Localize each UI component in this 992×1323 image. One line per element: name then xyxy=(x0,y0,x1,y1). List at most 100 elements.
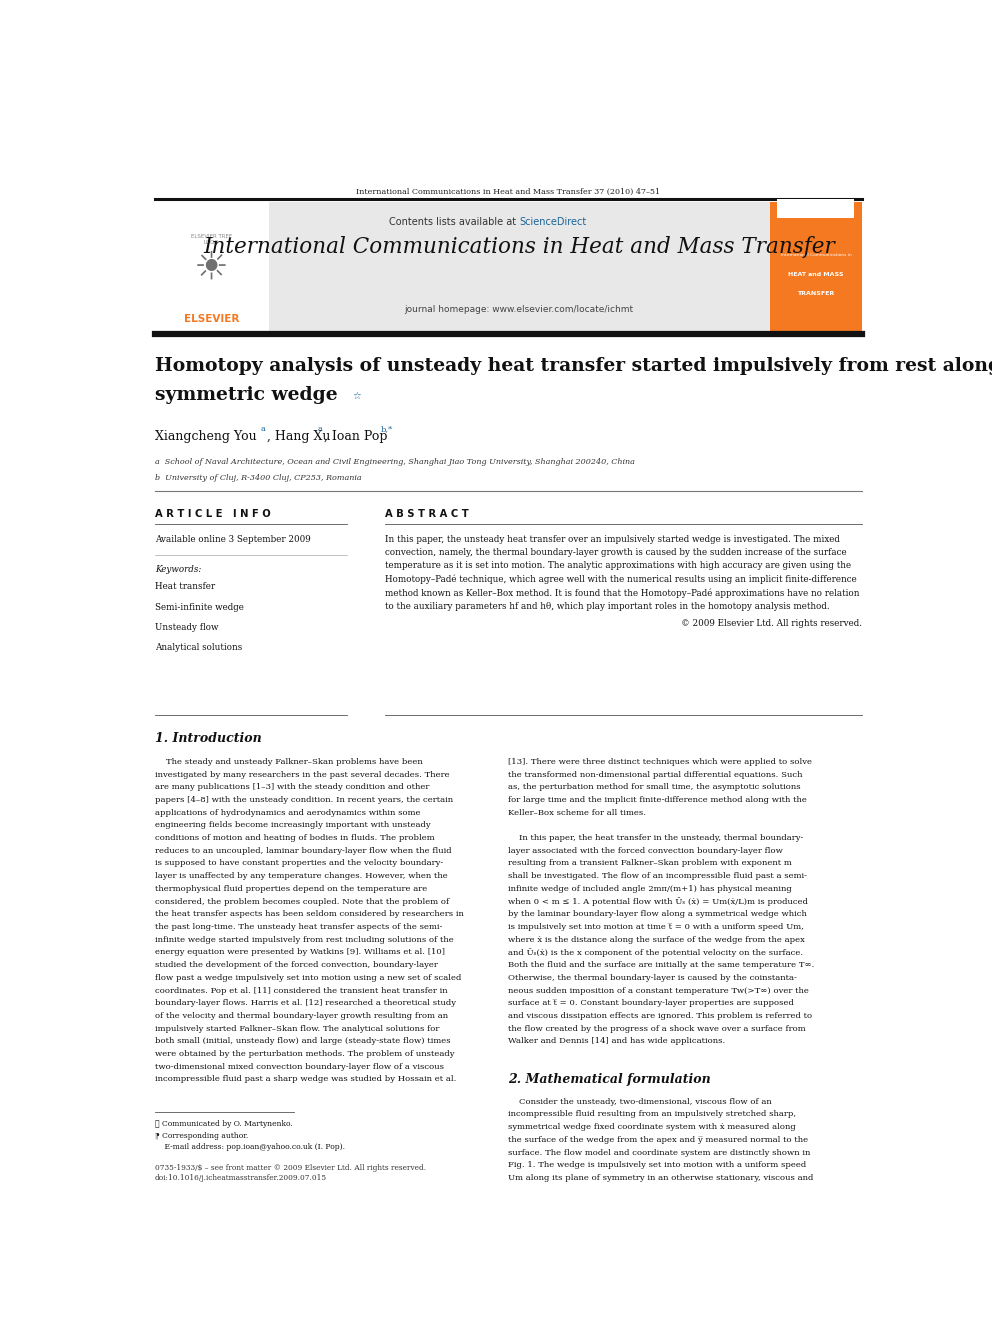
Text: Consider the unsteady, two-dimensional, viscous flow of an: Consider the unsteady, two-dimensional, … xyxy=(509,1098,772,1106)
Text: The steady and unsteady Falkner–Skan problems have been: The steady and unsteady Falkner–Skan pro… xyxy=(155,758,423,766)
Text: Homotopy–Padé technique, which agree well with the numerical results using an im: Homotopy–Padé technique, which agree wel… xyxy=(386,576,857,585)
Text: Xiangcheng You: Xiangcheng You xyxy=(155,430,256,443)
Text: A B S T R A C T: A B S T R A C T xyxy=(386,509,469,519)
Text: applications of hydrodynamics and aerodynamics within some: applications of hydrodynamics and aerody… xyxy=(155,808,421,816)
Text: Contents lists available at: Contents lists available at xyxy=(389,217,519,226)
Text: E-mail address: pop.ioan@yahoo.co.uk (I. Pop).: E-mail address: pop.ioan@yahoo.co.uk (I.… xyxy=(155,1143,345,1151)
Text: and Ūₛ(ẋ) is the x component of the potential velocity on the surface.: and Ūₛ(ẋ) is the x component of the pote… xyxy=(509,949,804,957)
Text: and viscous dissipation effects are ignored. This problem is referred to: and viscous dissipation effects are igno… xyxy=(509,1012,812,1020)
Text: are many publications [1–3] with the steady condition and other: are many publications [1–3] with the ste… xyxy=(155,783,430,791)
Text: when 0 < m ≤ 1. A potential flow with Ūₛ (ẋ) = Um(ẋ/L)m is produced: when 0 < m ≤ 1. A potential flow with Ūₛ… xyxy=(509,897,808,906)
Text: to the auxiliary parameters hf and hθ, which play important roles in the homotop: to the auxiliary parameters hf and hθ, w… xyxy=(386,602,830,611)
Text: temperature as it is set into motion. The analytic approximations with high accu: temperature as it is set into motion. Th… xyxy=(386,561,851,570)
Text: is impulsively set into motion at time t̅ = 0 with a uniform speed Um,: is impulsively set into motion at time t… xyxy=(509,923,805,931)
Text: by the laminar boundary-layer flow along a symmetrical wedge which: by the laminar boundary-layer flow along… xyxy=(509,910,807,918)
Text: 1. Introduction: 1. Introduction xyxy=(155,733,262,745)
Text: , Hang Xu: , Hang Xu xyxy=(267,430,330,443)
Text: as, the perturbation method for small time, the asymptotic solutions: as, the perturbation method for small ti… xyxy=(509,783,801,791)
Text: for large time and the implicit finite-difference method along with the: for large time and the implicit finite-d… xyxy=(509,796,807,804)
Text: neous sudden imposition of a constant temperature Tw(>T∞) over the: neous sudden imposition of a constant te… xyxy=(509,987,809,995)
Text: considered, the problem becomes coupled. Note that the problem of: considered, the problem becomes coupled.… xyxy=(155,897,448,905)
Text: two-dimensional mixed convection boundary-layer flow of a viscous: two-dimensional mixed convection boundar… xyxy=(155,1062,443,1070)
Text: method known as Keller–Box method. It is found that the Homotopy–Padé approximat: method known as Keller–Box method. It is… xyxy=(386,589,860,598)
Text: ScienceDirect: ScienceDirect xyxy=(519,217,586,226)
Text: 2. Mathematical formulation: 2. Mathematical formulation xyxy=(509,1073,711,1086)
Text: incompressible fluid past a sharp wedge was studied by Hossain et al.: incompressible fluid past a sharp wedge … xyxy=(155,1076,456,1084)
Text: a  School of Naval Architecture, Ocean and Civil Engineering, Shanghai Jiao Tong: a School of Naval Architecture, Ocean an… xyxy=(155,458,635,466)
Text: A R T I C L E   I N F O: A R T I C L E I N F O xyxy=(155,509,271,519)
Text: surface at t̅ = 0. Constant boundary-layer properties are supposed: surface at t̅ = 0. Constant boundary-lay… xyxy=(509,999,795,1007)
FancyBboxPatch shape xyxy=(778,198,854,218)
Text: thermophysical fluid properties depend on the temperature are: thermophysical fluid properties depend o… xyxy=(155,885,427,893)
Text: the heat transfer aspects has been seldom considered by researchers in: the heat transfer aspects has been seldo… xyxy=(155,910,463,918)
Text: impulsively started Falkner–Skan flow. The analytical solutions for: impulsively started Falkner–Skan flow. T… xyxy=(155,1024,439,1033)
Text: surface. The flow model and coordinate system are distinctly shown in: surface. The flow model and coordinate s… xyxy=(509,1148,810,1156)
Text: Homotopy analysis of unsteady heat transfer started impulsively from rest along : Homotopy analysis of unsteady heat trans… xyxy=(155,357,992,376)
Text: studied the development of the forced convection, boundary-layer: studied the development of the forced co… xyxy=(155,960,437,970)
Text: Semi-infinite wedge: Semi-infinite wedge xyxy=(155,603,244,611)
Text: ★ Communicated by O. Martynenko.: ★ Communicated by O. Martynenko. xyxy=(155,1119,293,1127)
Text: both small (initial, unsteady flow) and large (steady-state flow) times: both small (initial, unsteady flow) and … xyxy=(155,1037,450,1045)
Text: the past long-time. The unsteady heat transfer aspects of the semi-: the past long-time. The unsteady heat tr… xyxy=(155,923,442,931)
Text: International Communications in Heat and Mass Transfer 37 (2010) 47–51: International Communications in Heat and… xyxy=(356,188,661,196)
Text: TRANSFER: TRANSFER xyxy=(798,291,834,296)
Text: [13]. There were three distinct techniques which were applied to solve: [13]. There were three distinct techniqu… xyxy=(509,758,812,766)
Text: b  University of Cluj, R-3400 Cluj, CP253, Romania: b University of Cluj, R-3400 Cluj, CP253… xyxy=(155,475,361,483)
Text: ☀: ☀ xyxy=(194,249,229,287)
FancyBboxPatch shape xyxy=(155,202,862,335)
Text: Otherwise, the thermal boundary-layer is caused by the coinstanta-: Otherwise, the thermal boundary-layer is… xyxy=(509,974,798,982)
Text: layer associated with the forced convection boundary-layer flow: layer associated with the forced convect… xyxy=(509,847,784,855)
Text: , Ioan Pop: , Ioan Pop xyxy=(323,430,387,443)
Text: ELSEVIER TREE
LOGO: ELSEVIER TREE LOGO xyxy=(191,234,232,245)
Text: is supposed to have constant properties and the velocity boundary-: is supposed to have constant properties … xyxy=(155,860,443,868)
Text: the flow created by the progress of a shock wave over a surface from: the flow created by the progress of a sh… xyxy=(509,1024,806,1033)
Text: were obtained by the perturbation methods. The problem of unsteady: were obtained by the perturbation method… xyxy=(155,1050,454,1058)
Text: flow past a wedge impulsively set into motion using a new set of scaled: flow past a wedge impulsively set into m… xyxy=(155,974,461,982)
Text: investigated by many researchers in the past several decades. There: investigated by many researchers in the … xyxy=(155,770,449,778)
Text: Fig. 1. The wedge is impulsively set into motion with a uniform speed: Fig. 1. The wedge is impulsively set int… xyxy=(509,1162,806,1170)
Text: symmetric wedge: symmetric wedge xyxy=(155,386,337,404)
Text: papers [4–8] with the unsteady condition. In recent years, the certain: papers [4–8] with the unsteady condition… xyxy=(155,796,453,804)
Text: coordinates. Pop et al. [11] considered the transient heat transfer in: coordinates. Pop et al. [11] considered … xyxy=(155,987,447,995)
Text: Unsteady flow: Unsteady flow xyxy=(155,623,218,632)
Text: journal homepage: www.elsevier.com/locate/ichmt: journal homepage: www.elsevier.com/locat… xyxy=(405,306,634,314)
Text: layer is unaffected by any temperature changes. However, when the: layer is unaffected by any temperature c… xyxy=(155,872,447,880)
Text: where ẋ is the distance along the surface of the wedge from the apex: where ẋ is the distance along the surfac… xyxy=(509,935,806,943)
Text: Analytical solutions: Analytical solutions xyxy=(155,643,242,652)
Text: infinite wedge started impulsively from rest including solutions of the: infinite wedge started impulsively from … xyxy=(155,935,453,943)
Text: reduces to an uncoupled, laminar boundary-layer flow when the fluid: reduces to an uncoupled, laminar boundar… xyxy=(155,847,451,855)
Text: ⁋ Corresponding author.: ⁋ Corresponding author. xyxy=(155,1132,248,1140)
Text: a: a xyxy=(261,425,266,433)
Text: Heat transfer: Heat transfer xyxy=(155,582,215,591)
Text: Keywords:: Keywords: xyxy=(155,565,201,574)
Text: Keller–Box scheme for all times.: Keller–Box scheme for all times. xyxy=(509,808,647,816)
Text: In this paper, the heat transfer in the unsteady, thermal boundary-: In this paper, the heat transfer in the … xyxy=(509,833,804,841)
Text: incompressible fluid resulting from an impulsively stretched sharp,: incompressible fluid resulting from an i… xyxy=(509,1110,797,1118)
Text: b,*: b,* xyxy=(381,425,393,433)
Text: a: a xyxy=(317,425,322,433)
Text: HEAT and MASS: HEAT and MASS xyxy=(789,271,843,277)
Text: the surface of the wedge from the apex and y̅ measured normal to the: the surface of the wedge from the apex a… xyxy=(509,1136,808,1144)
FancyBboxPatch shape xyxy=(155,202,269,335)
Text: shall be investigated. The flow of an incompressible fluid past a semi-: shall be investigated. The flow of an in… xyxy=(509,872,807,880)
Text: infinite wedge of included angle 2mπ/(m+1) has physical meaning: infinite wedge of included angle 2mπ/(m+… xyxy=(509,885,793,893)
Text: engineering fields become increasingly important with unsteady: engineering fields become increasingly i… xyxy=(155,822,431,830)
FancyBboxPatch shape xyxy=(770,202,862,335)
Text: ELSEVIER: ELSEVIER xyxy=(184,314,239,324)
Text: International Communications in: International Communications in xyxy=(781,253,851,257)
Text: symmetrical wedge fixed coordinate system with ẋ measured along: symmetrical wedge fixed coordinate syste… xyxy=(509,1123,797,1131)
Text: doi:10.1016/j.icheatmasstransfer.2009.07.015: doi:10.1016/j.icheatmasstransfer.2009.07… xyxy=(155,1174,327,1181)
Text: convection, namely, the thermal boundary-layer growth is caused by the sudden in: convection, namely, the thermal boundary… xyxy=(386,548,847,557)
Text: 0735-1933/$ – see front matter © 2009 Elsevier Ltd. All rights reserved.: 0735-1933/$ – see front matter © 2009 El… xyxy=(155,1164,426,1172)
Text: In this paper, the unsteady heat transfer over an impulsively started wedge is i: In this paper, the unsteady heat transfe… xyxy=(386,534,840,544)
Text: Walker and Dennis [14] and has wide applications.: Walker and Dennis [14] and has wide appl… xyxy=(509,1037,726,1045)
Text: boundary-layer flows. Harris et al. [12] researched a theoretical study: boundary-layer flows. Harris et al. [12]… xyxy=(155,999,455,1007)
Text: energy equation were presented by Watkins [9]. Williams et al. [10]: energy equation were presented by Watkin… xyxy=(155,949,444,957)
Text: Both the fluid and the surface are initially at the same temperature T∞.: Both the fluid and the surface are initi… xyxy=(509,960,814,970)
Text: resulting from a transient Falkner–Skan problem with exponent m: resulting from a transient Falkner–Skan … xyxy=(509,860,793,868)
Text: the transformed non-dimensional partial differential equations. Such: the transformed non-dimensional partial … xyxy=(509,770,803,778)
Text: of the velocity and thermal boundary-layer growth resulting from an: of the velocity and thermal boundary-lay… xyxy=(155,1012,447,1020)
Text: © 2009 Elsevier Ltd. All rights reserved.: © 2009 Elsevier Ltd. All rights reserved… xyxy=(682,619,862,628)
Text: International Communications in Heat and Mass Transfer: International Communications in Heat and… xyxy=(203,235,835,258)
Text: conditions of motion and heating of bodies in fluids. The problem: conditions of motion and heating of bodi… xyxy=(155,833,434,841)
